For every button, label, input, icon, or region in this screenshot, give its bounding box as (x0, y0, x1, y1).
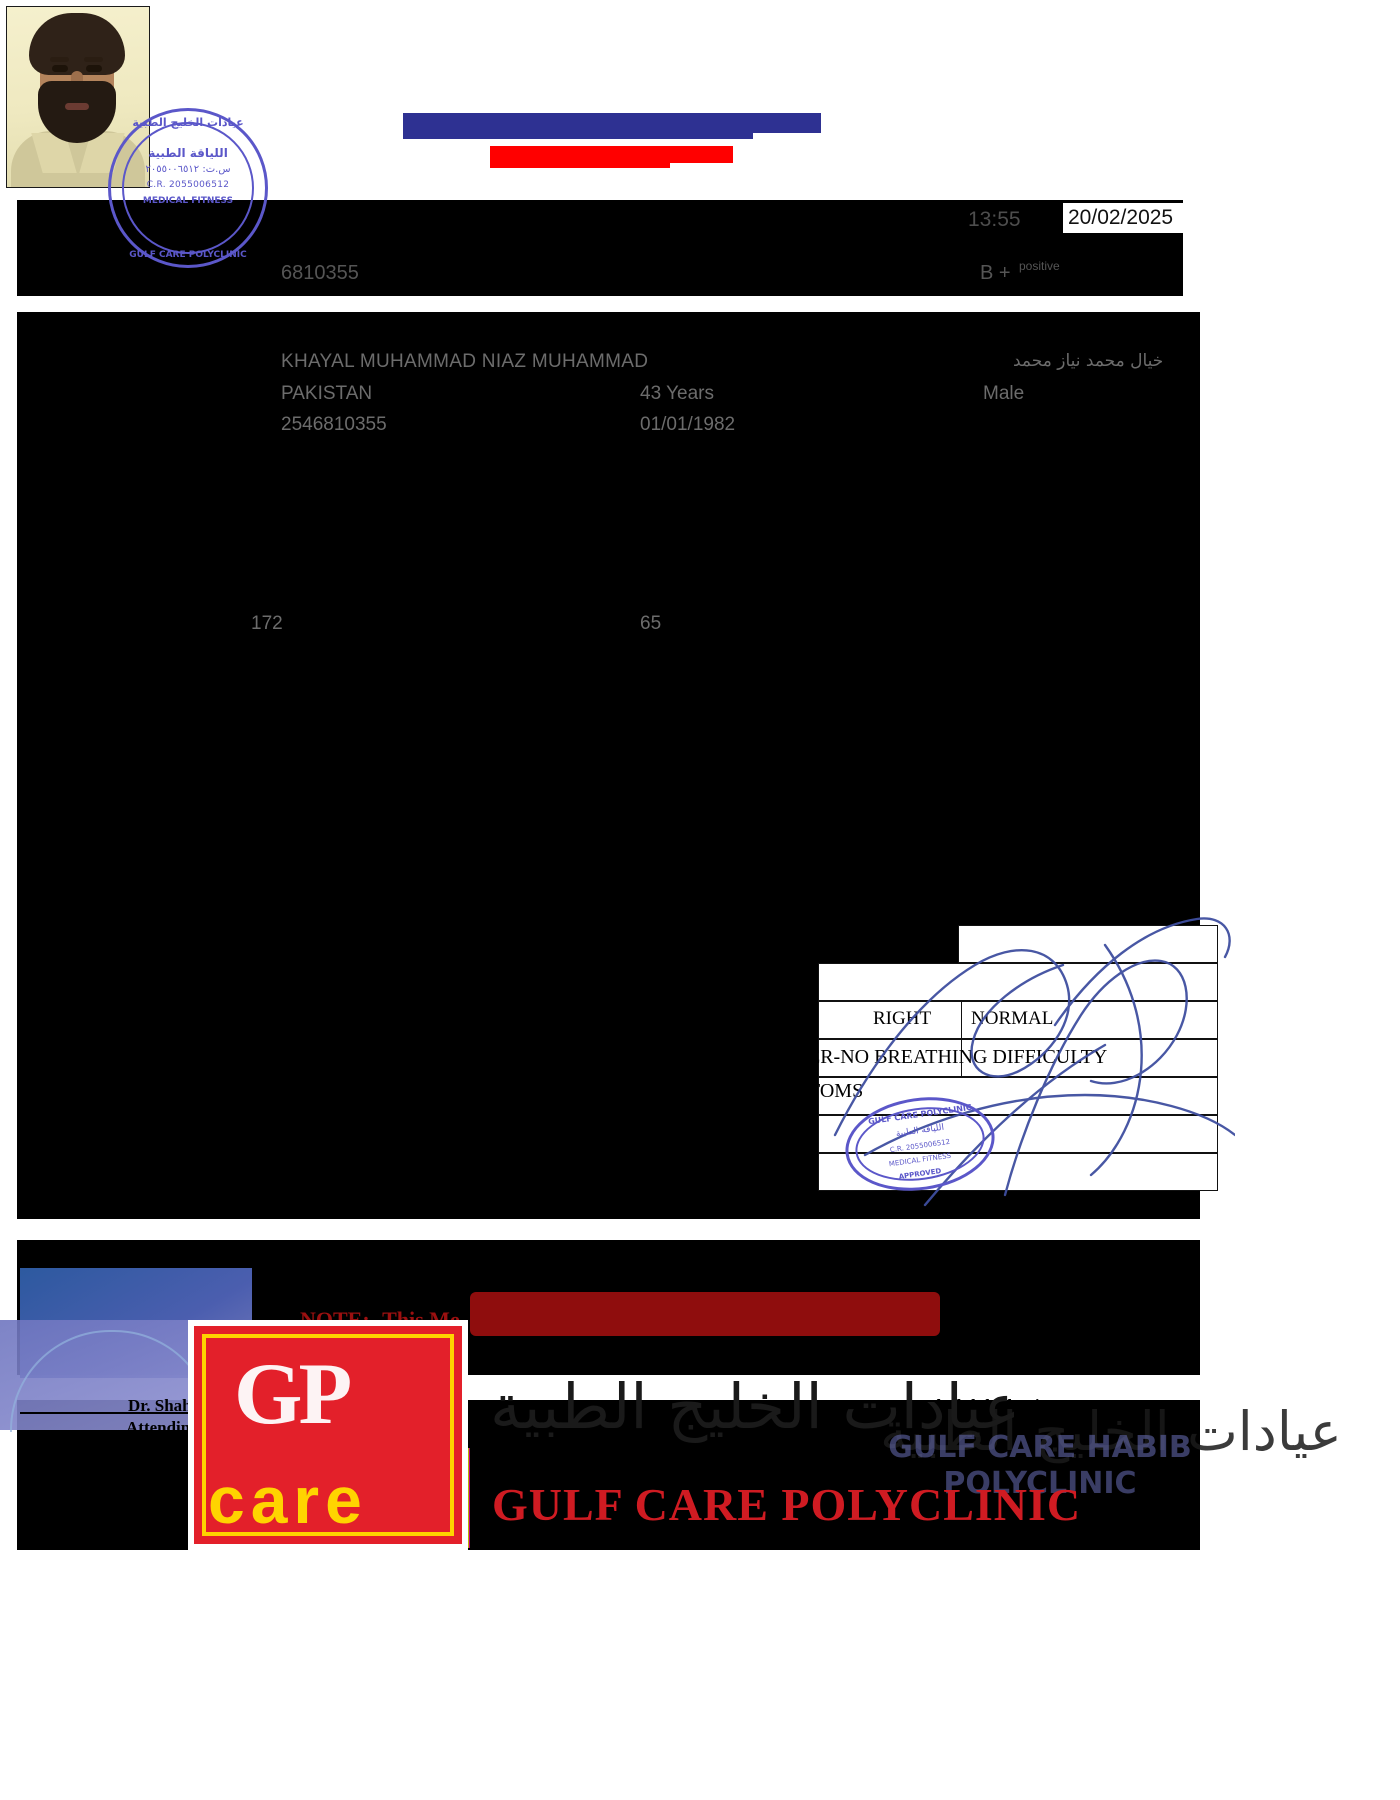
stamp-line-1: اللياقة الطبية (148, 146, 228, 160)
header-title-redaction (403, 113, 821, 133)
date-field-box (1063, 203, 1188, 233)
clinic-name-english: GULF CARE POLYCLINIC (492, 1479, 1082, 1530)
patient-age: 43 Years (640, 383, 714, 404)
table-row (818, 1001, 1218, 1039)
symptoms-value: TOMS (808, 1080, 864, 1102)
note-redaction (470, 1292, 940, 1336)
medical-director-name: Dr. Saeed Abdul Ghani (872, 1396, 1040, 1415)
clinic-name-arabic: عيادات الخليج الطبية (490, 1370, 1021, 1443)
stamp-arc-top: عيادات الخليج الطبية (132, 116, 244, 129)
header-subtitle-redaction (490, 146, 733, 163)
patient-dob: 01/01/1982 (640, 414, 736, 435)
blood-group-rh: positive (1019, 259, 1060, 273)
mrn-value: 6810355 (281, 262, 359, 284)
medical-director-role: Medical Director (892, 1418, 1016, 1437)
patient-nationality: PAKISTAN (281, 383, 373, 404)
header-subtitle-redaction-2 (490, 163, 670, 168)
logo-care-text: care (208, 1463, 368, 1537)
table-column-divider (961, 1001, 962, 1077)
approval-stamp: GULF CARE POLYCLINIC اللياقة الطبية C.R.… (839, 1088, 1001, 1200)
clinic-name-arabic-secondary: عيادات الخليج الطبية (880, 1400, 1342, 1463)
eye-result-value: NORMAL (971, 1008, 1054, 1029)
table-row (958, 925, 1218, 963)
examination-table: RIGHT NORMAL ER-NO BREATHING DIFFICULTY … (808, 908, 1218, 1218)
patient-gender: Male (983, 383, 1025, 404)
patient-weight: 65 (640, 613, 662, 634)
table-row (818, 1115, 1218, 1153)
patient-name-arabic: خيال محمد نياز محمد (1013, 351, 1164, 371)
header-title-redaction-2 (403, 133, 753, 139)
patient-id-number: 2546810355 (281, 414, 387, 435)
date-value: 20/02/2025 (1068, 206, 1174, 229)
patient-name: KHAYAL MUHAMMAD NIAZ MUHAMMAD (281, 351, 649, 372)
table-row (818, 963, 1218, 1001)
logo-gp-text: GP (234, 1346, 352, 1443)
handwritten-signature (833, 917, 1235, 1207)
medical-fitness-stamp: عيادات الخليج الطبية اللياقة الطبية س.ت:… (108, 108, 268, 268)
watermark-right-text: GULF CARE HABIB POLYCLINIC (888, 1430, 1192, 1501)
time-value: 13:55 (968, 208, 1021, 231)
clinic-logo: GP care (188, 1320, 468, 1550)
stamp-line-2: س.ت: ٢٠٥٥٠٠٦٥١٢ (145, 164, 231, 175)
signature-line-right (860, 1412, 1200, 1414)
stamp-arc-bottom: GULF CARE POLYCLINIC (129, 250, 247, 260)
stamp-line-3: C.R. 2055006512 (146, 180, 230, 190)
blood-group-value: B + (980, 262, 1011, 284)
patient-height: 172 (251, 613, 283, 634)
stamp-line-4: MEDICAL FITNESS (142, 196, 234, 206)
table-row (818, 1153, 1218, 1191)
